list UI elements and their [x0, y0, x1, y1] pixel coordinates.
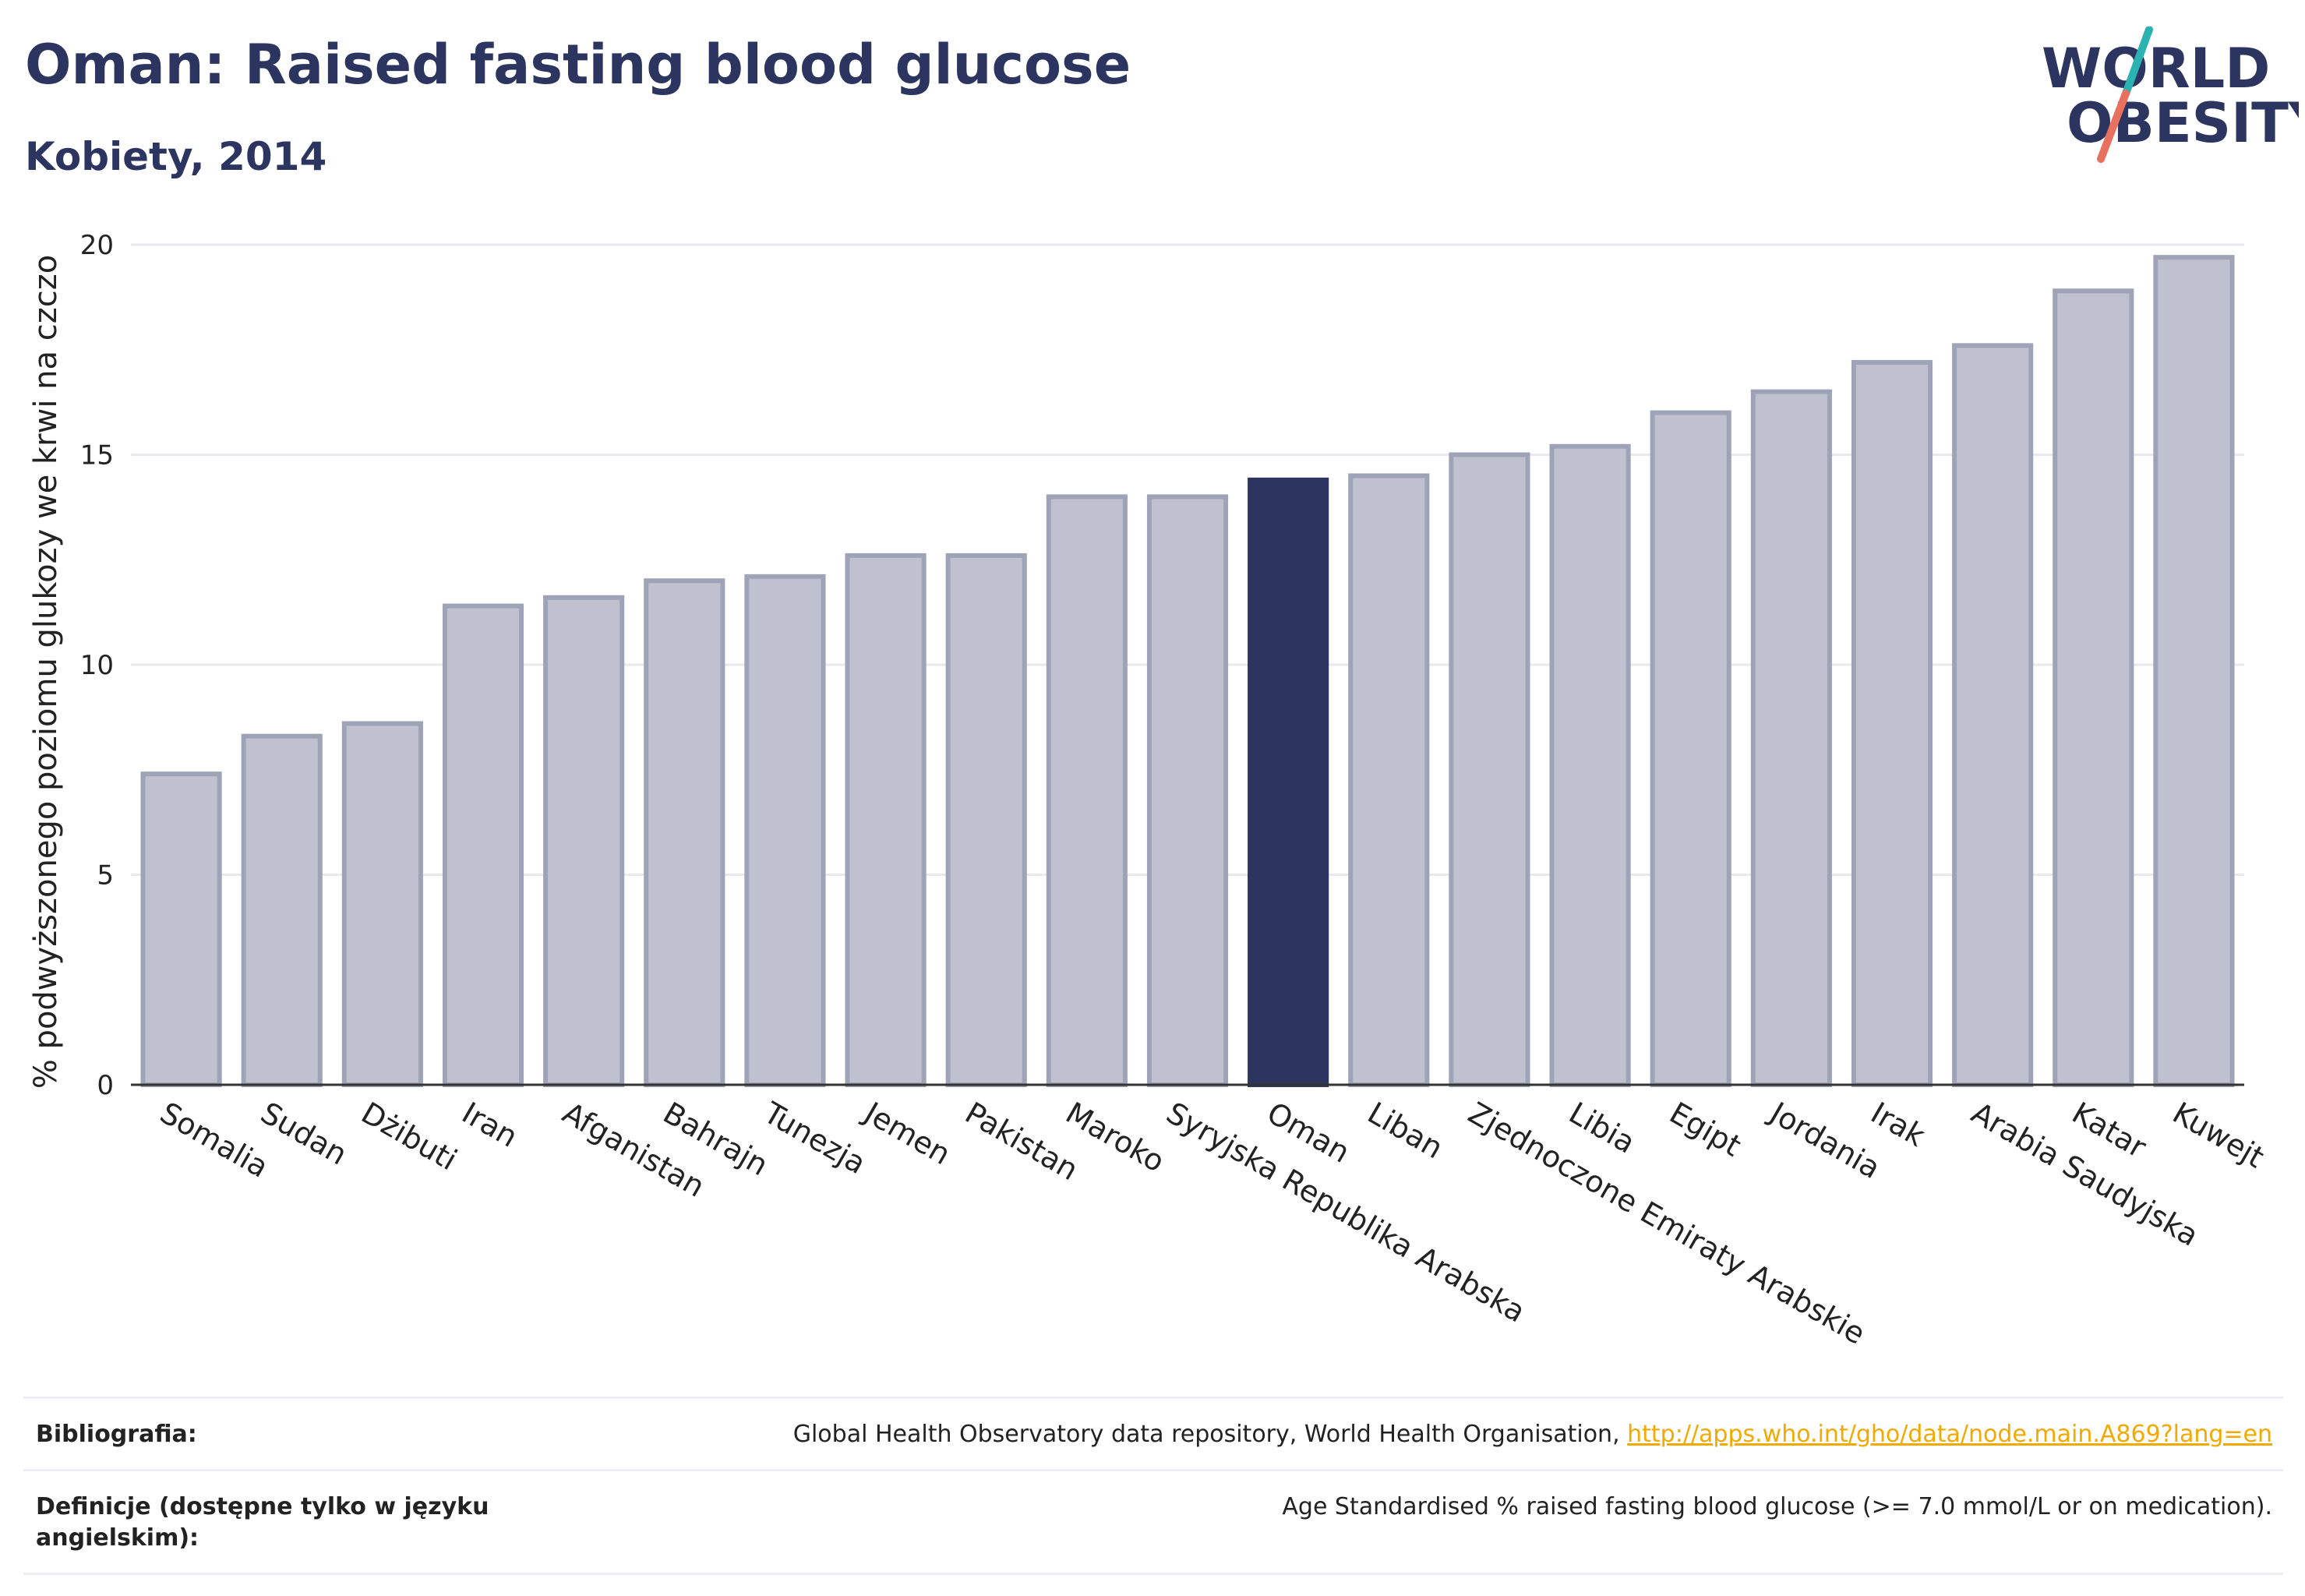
- bars: [140, 255, 2235, 1088]
- bar: [1449, 452, 1530, 1087]
- y-tick-label: 5: [97, 860, 114, 892]
- bar-highlighted: [1248, 477, 1329, 1087]
- bar: [2153, 255, 2235, 1087]
- bar: [1046, 494, 1128, 1087]
- bar: [644, 578, 725, 1087]
- logo-slash-teal: [2122, 26, 2153, 97]
- bibliography-row: Bibliografia: Global Health Observatory …: [23, 1399, 2283, 1471]
- bar-chart: 0 5 10 15 20 Somalia Sudan Dżibuti Iran Afganist…: [0, 210, 2305, 1364]
- logo-line2: OBESITY: [2067, 91, 2299, 155]
- page-title: Oman: Raised fasting blood glucose: [25, 33, 1131, 97]
- x-tick-label: Irak: [1866, 1096, 1931, 1153]
- x-tick-label: Liban: [1362, 1096, 1449, 1166]
- bar: [140, 772, 222, 1087]
- definitions-label: Definicje (dostępne tylko w języku angie…: [36, 1493, 489, 1552]
- x-tick-label: Jemen: [857, 1095, 956, 1172]
- x-tick-label: Iran: [457, 1096, 524, 1154]
- y-axis-label: % podwyższonego poziomu glukozy we krwi …: [28, 255, 64, 1089]
- x-tick-label: Tunezja: [757, 1095, 872, 1181]
- bar: [1750, 389, 1832, 1087]
- page-subtitle: Kobiety, 2014: [25, 134, 327, 179]
- x-tick-label: Pakistan: [959, 1096, 1084, 1188]
- bar: [845, 553, 927, 1087]
- bibliography-link[interactable]: http://apps.who.int/gho/data/node.main.A…: [1627, 1421, 2272, 1448]
- bar: [1851, 359, 1933, 1088]
- y-tick-label: 20: [80, 230, 114, 261]
- x-tick-label: Jordania: [1763, 1095, 1887, 1185]
- y-tick-labels: 0 5 10 15 20: [80, 230, 114, 1101]
- bar: [945, 553, 1027, 1087]
- bar: [2053, 288, 2134, 1088]
- bar: [341, 721, 423, 1088]
- bar: [1650, 410, 1731, 1088]
- bibliography-label: Bibliografia:: [36, 1421, 197, 1448]
- bar: [744, 574, 826, 1087]
- bibliography-text: Global Health Observatory data repositor…: [792, 1421, 1628, 1448]
- bar: [1146, 494, 1229, 1087]
- bar: [1348, 473, 1430, 1087]
- logo-line1: WORLD: [2042, 37, 2270, 101]
- bar: [543, 595, 625, 1087]
- footer-table: Bibliografia: Global Health Observatory …: [23, 1396, 2283, 1575]
- x-tick-label: Kuwejt: [2167, 1096, 2270, 1175]
- x-tick-label: Dżibuti: [355, 1096, 463, 1178]
- x-tick-label: Egipt: [1664, 1096, 1747, 1163]
- definitions-value: Age Standardised % raised fasting blood …: [1282, 1493, 2272, 1520]
- definitions-row: Definicje (dostępne tylko w języku angie…: [23, 1471, 2283, 1575]
- bar: [1549, 443, 1631, 1088]
- bar: [241, 733, 323, 1087]
- logo-slash-coral: [2097, 90, 2130, 163]
- x-tick-label: Somalia: [154, 1096, 274, 1185]
- y-tick-label: 0: [97, 1070, 114, 1101]
- world-obesity-logo: WORLD OBESITY: [2034, 26, 2299, 167]
- y-tick-label: 15: [80, 440, 114, 471]
- bibliography-value: Global Health Observatory data repositor…: [793, 1419, 2272, 1450]
- y-tick-label: 10: [80, 650, 114, 681]
- bar: [1952, 343, 2034, 1088]
- bar: [442, 603, 524, 1088]
